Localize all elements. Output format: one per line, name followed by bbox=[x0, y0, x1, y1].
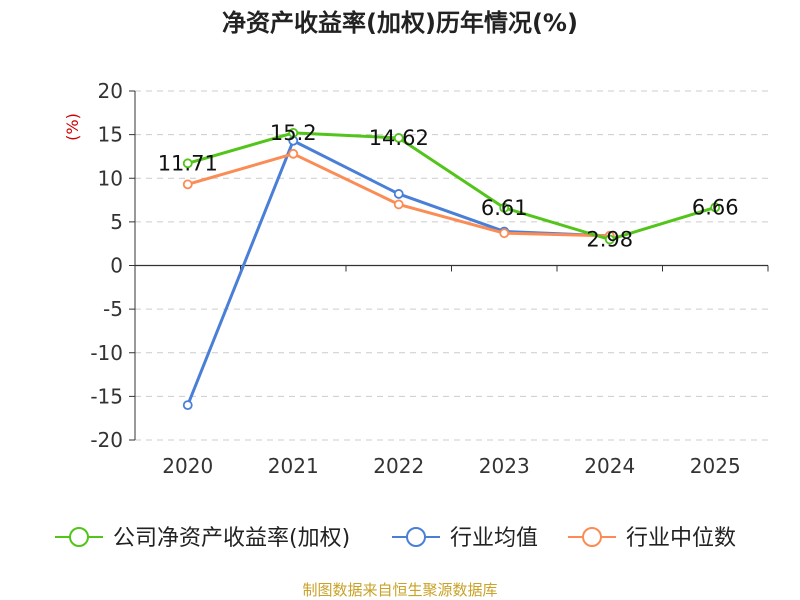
data-labels: 11.71 15.2 14.62 6.61 2.98 6.66 bbox=[158, 121, 739, 252]
data-point bbox=[710, 202, 721, 213]
data-label: 15.2 bbox=[270, 121, 317, 145]
y-tick-label: -5 bbox=[103, 297, 123, 321]
series-line bbox=[186, 139, 610, 406]
data-label: 14.62 bbox=[369, 126, 429, 150]
data-label: 6.61 bbox=[481, 196, 528, 220]
data-point bbox=[182, 400, 193, 411]
y-tick-label: -15 bbox=[90, 384, 123, 408]
legend-marker bbox=[69, 527, 89, 547]
x-tick-label: 2021 bbox=[268, 454, 319, 478]
legend-label: 行业中位数 bbox=[626, 526, 736, 551]
x-tick-label: 2023 bbox=[479, 454, 530, 478]
legend-label: 行业均值 bbox=[450, 526, 538, 551]
data-label: 6.66 bbox=[692, 195, 739, 219]
data-label: 2.98 bbox=[586, 227, 633, 251]
chart-title: 净资产收益率(加权)历年情况(%) bbox=[222, 9, 578, 37]
y-tick-label: 10 bbox=[98, 166, 123, 190]
data-point bbox=[288, 127, 299, 138]
data-point bbox=[604, 234, 615, 245]
data-point bbox=[499, 228, 510, 239]
x-tick-label: 2020 bbox=[162, 454, 213, 478]
y-axis-unit-label: (%) bbox=[63, 113, 82, 141]
y-tick-label: 15 bbox=[98, 123, 123, 147]
legend: 公司净资产收益率(加权) 行业均值 行业中位数 bbox=[55, 526, 736, 551]
source-note: 制图数据来自恒生聚源数据库 bbox=[302, 581, 497, 599]
y-tick-label: -10 bbox=[90, 341, 123, 365]
x-tick-label: 2024 bbox=[584, 454, 635, 478]
y-tick-label: -20 bbox=[90, 428, 123, 452]
y-tick-label: 20 bbox=[98, 79, 123, 103]
legend-label: 公司净资产收益率(加权) bbox=[113, 526, 350, 551]
axes: 20 15 10 5 0 -5 -10 -15 -20 2020 2021 2022 2023 2024 2… bbox=[90, 79, 769, 478]
x-tick-label: 2022 bbox=[373, 454, 424, 478]
data-point bbox=[393, 133, 404, 143]
data-point bbox=[499, 202, 510, 213]
data-point bbox=[182, 179, 193, 190]
series-lines bbox=[182, 127, 721, 411]
data-point bbox=[288, 148, 299, 159]
y-tick-label: 0 bbox=[110, 254, 123, 278]
legend-marker bbox=[406, 527, 426, 547]
series-line bbox=[187, 131, 716, 241]
data-point bbox=[182, 158, 193, 169]
y-tick-label: 5 bbox=[110, 210, 123, 234]
data-label: 11.71 bbox=[158, 151, 218, 175]
legend-marker bbox=[582, 527, 602, 547]
data-point bbox=[393, 199, 404, 210]
data-point bbox=[393, 189, 404, 199]
x-tick-label: 2025 bbox=[690, 454, 741, 478]
